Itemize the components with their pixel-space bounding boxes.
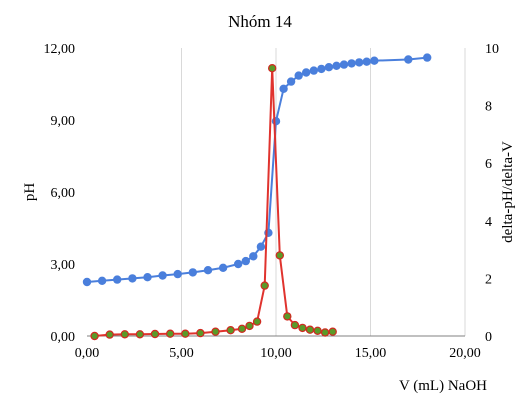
y2-axis-label: delta-pH/delta-V bbox=[500, 141, 516, 243]
series-1-point bbox=[317, 64, 326, 74]
tick-labels: 0,00 5,00 10,00 15,00 20,00 0,00 3,00 6,00 9,00 1… bbox=[44, 42, 500, 361]
series-1-point bbox=[339, 60, 349, 69]
series-2-point bbox=[105, 330, 114, 339]
series-1-point bbox=[423, 53, 432, 62]
series-2-point bbox=[196, 328, 205, 338]
series-2-point bbox=[165, 329, 175, 338]
series-1-point bbox=[143, 273, 152, 282]
series-2-point bbox=[268, 63, 277, 73]
y2-tick-label: 6 bbox=[485, 157, 492, 172]
y2-tick-label: 0 bbox=[485, 330, 492, 345]
series-2-point bbox=[150, 329, 160, 339]
series-2-point bbox=[120, 330, 130, 339]
series-2-point bbox=[290, 320, 300, 330]
series-2-point bbox=[313, 326, 322, 335]
series-1-point bbox=[370, 56, 379, 65]
series-2-point bbox=[90, 331, 99, 341]
series-2-point bbox=[320, 328, 330, 337]
series-2-point bbox=[181, 329, 190, 338]
y2-tick-label: 10 bbox=[485, 42, 499, 57]
series-2-point bbox=[328, 327, 337, 336]
series-1-point bbox=[279, 84, 288, 94]
x-tick-label: 10,00 bbox=[260, 346, 292, 361]
series-1-point bbox=[249, 252, 258, 261]
series-2-point bbox=[245, 321, 254, 331]
series-1-point bbox=[404, 55, 413, 64]
x-tick-label: 5,00 bbox=[169, 346, 194, 361]
series-2-point bbox=[305, 325, 315, 334]
series-1-point bbox=[324, 62, 334, 72]
series-1-point bbox=[241, 256, 250, 266]
series-2-line bbox=[94, 67, 333, 337]
series-1-point bbox=[233, 259, 243, 269]
series-1-point bbox=[203, 266, 213, 275]
series-1-point bbox=[97, 276, 107, 285]
series-1-point bbox=[218, 263, 228, 272]
series-2-point bbox=[135, 330, 145, 339]
series-1-point bbox=[286, 77, 296, 86]
y-tick-label: 3,00 bbox=[51, 258, 76, 273]
series-2-point bbox=[252, 317, 262, 326]
y2-tick-label: 2 bbox=[485, 272, 492, 287]
series bbox=[82, 53, 432, 341]
series-2-point bbox=[237, 324, 247, 333]
series-1-point bbox=[302, 68, 311, 77]
series-1-point bbox=[188, 268, 197, 277]
series-2-point bbox=[298, 323, 307, 333]
series-2 bbox=[90, 63, 337, 341]
y-tick-label: 6,00 bbox=[51, 186, 76, 201]
series-1-point bbox=[362, 57, 371, 66]
series-1-point bbox=[309, 66, 318, 75]
series-1-point bbox=[158, 271, 167, 280]
series-1 bbox=[82, 53, 432, 287]
series-2-point bbox=[260, 281, 269, 290]
y2-tick-label: 8 bbox=[485, 100, 492, 115]
series-2-point bbox=[211, 327, 220, 336]
series-1-point bbox=[294, 71, 303, 80]
y-axis-label: pH bbox=[22, 183, 38, 202]
x-tick-label: 20,00 bbox=[449, 346, 481, 361]
x-tick-label: 0,00 bbox=[75, 346, 100, 361]
series-2-point bbox=[283, 312, 292, 321]
y-tick-label: 0,00 bbox=[51, 330, 76, 345]
series-1-point bbox=[256, 242, 266, 251]
series-1-point bbox=[173, 269, 182, 279]
series-1-point bbox=[82, 277, 92, 287]
grid bbox=[181, 48, 466, 336]
x-tick-label: 15,00 bbox=[355, 346, 387, 361]
series-2-point bbox=[226, 326, 235, 335]
y2-tick-label: 4 bbox=[485, 215, 492, 230]
series-1-point bbox=[128, 274, 137, 283]
y-tick-label: 9,00 bbox=[51, 114, 76, 129]
y-tick-label: 12,00 bbox=[44, 42, 76, 57]
series-1-point bbox=[332, 61, 341, 71]
series-1-point bbox=[347, 59, 356, 68]
chart-title: Nhóm 14 bbox=[228, 12, 292, 31]
series-1-point bbox=[112, 275, 122, 284]
series-2-point bbox=[275, 251, 284, 260]
series-1-point bbox=[355, 58, 364, 67]
x-axis-label: V (mL) NaOH bbox=[399, 378, 487, 394]
